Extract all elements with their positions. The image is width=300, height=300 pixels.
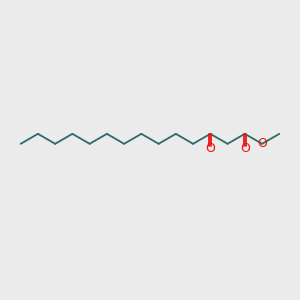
Text: O: O [257,137,267,150]
Text: O: O [240,142,250,155]
Text: O: O [206,142,215,155]
